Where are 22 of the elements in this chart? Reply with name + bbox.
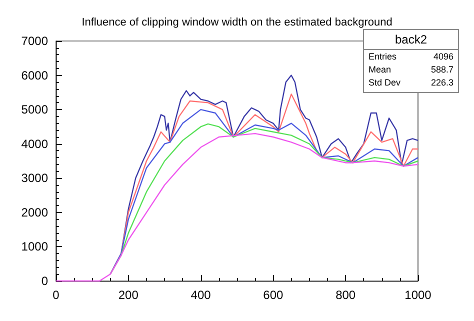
x-tick-label: 800 — [336, 288, 356, 302]
y-tick-label: 6000 — [21, 68, 48, 82]
annotation: Std Dev — [368, 78, 402, 88]
annotation: Mean — [368, 64, 392, 74]
x-tick-label: 200 — [118, 288, 139, 302]
annotation: Entries — [368, 52, 398, 62]
y-tick-label: 4000 — [21, 136, 48, 151]
x-tick-label: 1000 — [404, 288, 432, 302]
text: 4096 — [433, 52, 454, 62]
y-tick-label: 7000 — [21, 34, 48, 48]
text: 226.3 — [430, 78, 454, 88]
chart-title: Influence of clipping window width on the estimated background — [82, 16, 392, 28]
text: 588.7 — [430, 64, 454, 74]
y-tick-label: 5000 — [21, 102, 48, 117]
y-tick-label: 0 — [41, 274, 48, 288]
x-tick-label: 400 — [190, 288, 212, 302]
y-tick-label: 3000 — [21, 171, 48, 186]
y-tick-label: 1000 — [21, 240, 48, 254]
annotation: back2 — [394, 32, 428, 46]
x-tick-label: 0 — [52, 288, 60, 302]
y-tick-label: 2000 — [21, 205, 48, 220]
x-tick-label: 600 — [263, 288, 284, 302]
